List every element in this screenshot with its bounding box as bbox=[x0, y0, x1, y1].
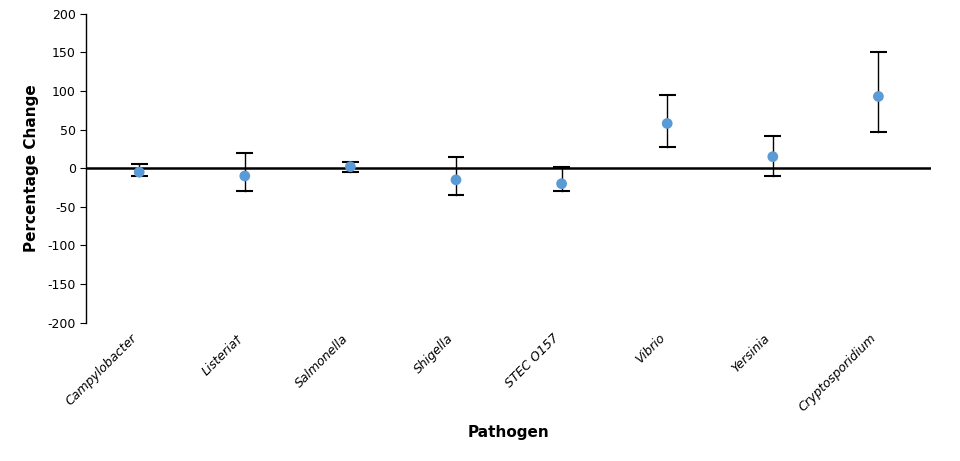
Point bbox=[554, 180, 569, 187]
Point bbox=[660, 120, 675, 127]
Point bbox=[237, 172, 252, 180]
X-axis label: Pathogen: Pathogen bbox=[468, 426, 550, 440]
Point bbox=[765, 153, 780, 160]
Point bbox=[871, 93, 886, 100]
Y-axis label: Percentage Change: Percentage Change bbox=[24, 84, 39, 252]
Point bbox=[132, 168, 147, 176]
Point bbox=[448, 176, 464, 183]
Point bbox=[343, 163, 358, 171]
